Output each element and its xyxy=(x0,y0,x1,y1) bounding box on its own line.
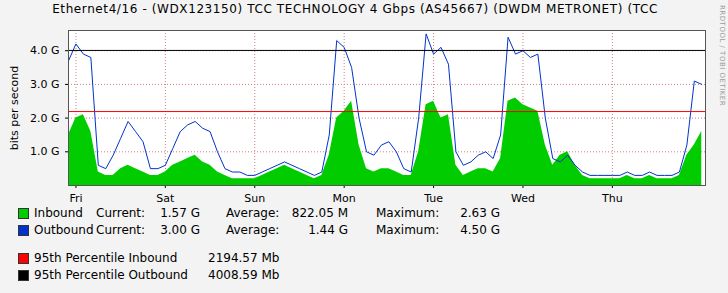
html-text:95th Percentile Outbound: 95th Percentile Outbound xyxy=(34,268,188,282)
html-text:2.63 G: 2.63 G xyxy=(460,206,500,220)
svg-text:Thu: Thu xyxy=(601,192,623,202)
svg-text:1.0 G: 1.0 G xyxy=(30,145,60,158)
html-text:1.57 G: 1.57 G xyxy=(160,206,200,220)
svg-text:Mon: Mon xyxy=(333,192,356,202)
html-text:1.44 G: 1.44 G xyxy=(308,223,348,237)
html-text:2194.57 Mb: 2194.57 Mb xyxy=(208,251,280,265)
html-text:Average:: Average: xyxy=(226,223,280,237)
html-text:Ethernet4/16 - (WDX123150) TCC: Ethernet4/16 - (WDX123150) TCC TECHNOLOG… xyxy=(52,2,658,16)
html-text:4008.59 Mb: 4008.59 Mb xyxy=(208,268,280,282)
html-text:Average:: Average: xyxy=(226,206,280,220)
svg-text:Fri: Fri xyxy=(69,192,82,202)
svg-text:Sun: Sun xyxy=(244,192,265,202)
html-text:Maximum:: Maximum: xyxy=(376,223,440,237)
html-text:Current:: Current: xyxy=(96,206,146,220)
html-text:Inbound: Inbound xyxy=(34,206,83,220)
svg-text:3.0 G: 3.0 G xyxy=(30,78,60,91)
html-text:Maximum:: Maximum: xyxy=(376,206,440,220)
html-text:Outbound Current:: Outbound Current: xyxy=(34,223,146,237)
svg-text:bits per second: bits per second xyxy=(8,66,21,151)
html-text:95th Percentile Inbound: 95th Percentile Inbound xyxy=(34,251,178,265)
svg-text:Tue: Tue xyxy=(423,192,443,202)
svg-text:2.0 G: 2.0 G xyxy=(30,112,60,125)
html-text:RRDTOOL / TOBI OETIKER: RRDTOOL / TOBI OETIKER xyxy=(718,5,726,107)
html-text:822.05 M: 822.05 M xyxy=(291,206,348,220)
svg-text:Sat: Sat xyxy=(156,192,175,202)
svg-text:4.0 G: 4.0 G xyxy=(30,44,60,57)
svg-text:Wed: Wed xyxy=(511,192,535,202)
html-text:4.50 G: 4.50 G xyxy=(460,223,500,237)
html-text:3.00 G: 3.00 G xyxy=(160,223,200,237)
